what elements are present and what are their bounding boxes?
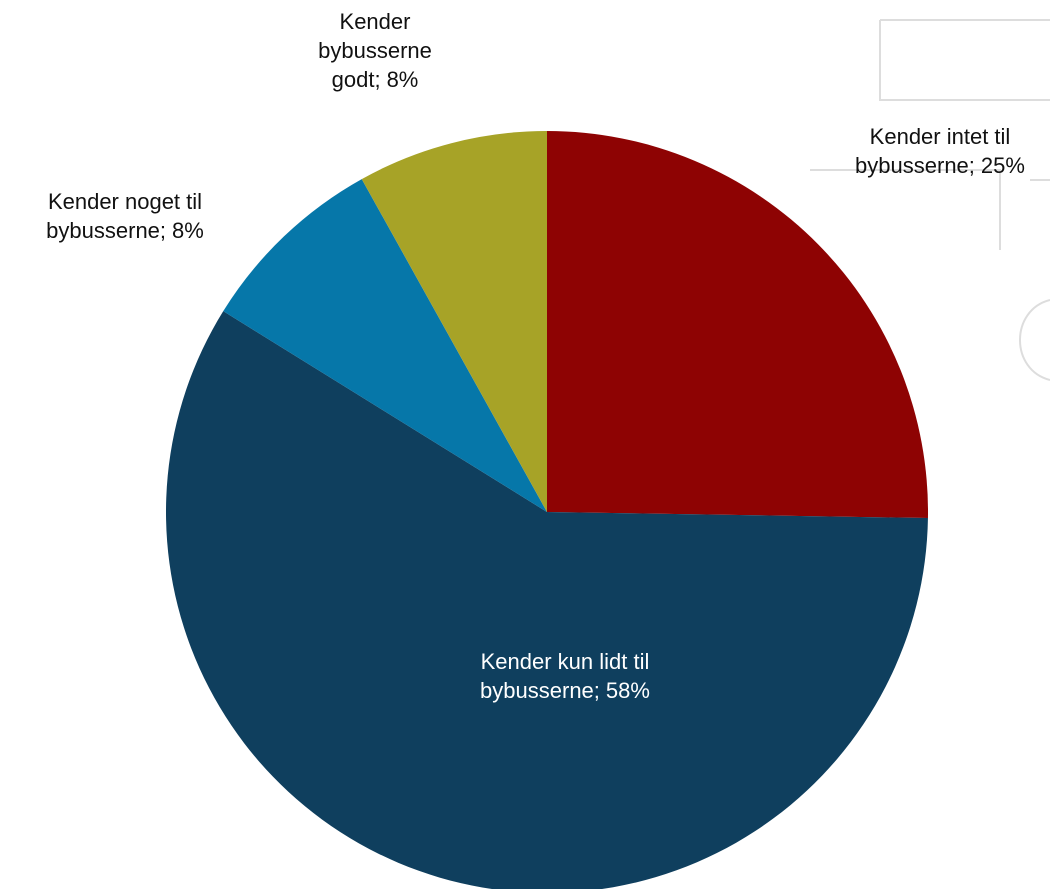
value-label: 58% xyxy=(606,678,650,703)
value-label: 25% xyxy=(981,153,1025,178)
page: Kender intet til bybusserne;25% Kender ku… xyxy=(0,0,1050,889)
slice-label: Kender bybusserne godt;8% xyxy=(290,7,460,94)
pie-slice xyxy=(547,131,928,518)
slice-label: Kender intet til bybusserne;25% xyxy=(835,122,1045,180)
slice-label: Kender noget til bybusserne;8% xyxy=(5,187,245,245)
value-label: 8% xyxy=(387,67,419,92)
slice-label: Kender kun lidt til bybusserne;58% xyxy=(450,647,680,705)
value-label: 8% xyxy=(172,218,204,243)
